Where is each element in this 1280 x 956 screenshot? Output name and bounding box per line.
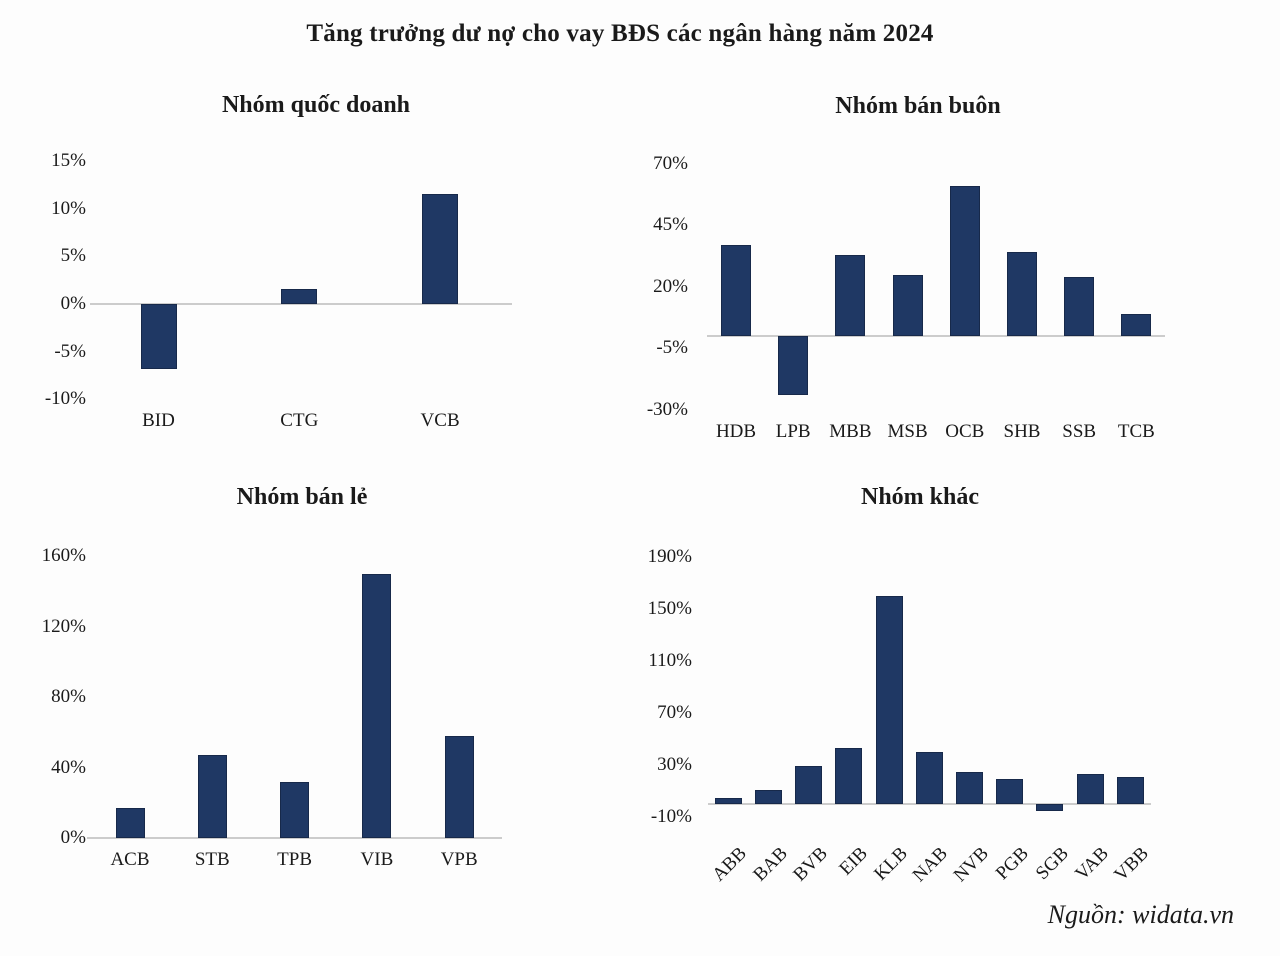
x-axis-line-ban-buon bbox=[707, 335, 1165, 337]
page-title: Tăng trưởng dư nợ cho vay BĐS các ngân h… bbox=[306, 20, 934, 47]
bar-VIB bbox=[362, 574, 392, 838]
bar-KLB bbox=[875, 596, 903, 804]
y-tick-label-khac-110%: 110% bbox=[648, 650, 692, 671]
x-category-label-LPB: LPB bbox=[775, 421, 811, 442]
x-category-label-CTG: CTG bbox=[280, 410, 319, 431]
y-tick-label-ban-le-160%: 160% bbox=[41, 545, 86, 567]
y-tick-label-quoc-doanh-5%: 5% bbox=[60, 245, 86, 267]
x-category-label-VCB: VCB bbox=[420, 410, 460, 431]
bar-VPB bbox=[444, 735, 474, 838]
x-category-label-TPB: TPB bbox=[277, 849, 313, 870]
x-category-label-OCB: OCB bbox=[945, 421, 985, 442]
bar-SSB bbox=[1064, 276, 1095, 336]
bar-VBB bbox=[1116, 776, 1144, 804]
x-axis-line-quoc-doanh bbox=[90, 303, 512, 305]
bar-BID bbox=[140, 304, 177, 369]
y-tick-label-ban-buon--30%: -30% bbox=[646, 398, 688, 420]
bar-VCB bbox=[422, 194, 459, 304]
y-tick-label-khac--10%: -10% bbox=[650, 806, 692, 827]
bar-VAB bbox=[1076, 774, 1104, 804]
x-category-label-BID: BID bbox=[142, 410, 175, 431]
bar-NVB bbox=[956, 771, 983, 804]
chart-title-quoc-doanh: Nhóm quốc doanh bbox=[221, 92, 411, 118]
bar-TCB bbox=[1121, 313, 1152, 336]
bar-BAB bbox=[755, 789, 782, 804]
x-category-label-MBB: MBB bbox=[829, 421, 872, 442]
y-tick-label-khac-70%: 70% bbox=[657, 702, 692, 723]
y-tick-label-ban-le-0%: 0% bbox=[60, 827, 86, 848]
y-tick-label-ban-le-40%: 40% bbox=[51, 756, 86, 778]
x-category-label-HDB: HDB bbox=[715, 421, 757, 442]
bar-SHB bbox=[1007, 252, 1037, 336]
x-category-label-VIB: VIB bbox=[360, 849, 394, 870]
chart-title-ban-buon: Nhóm bán buôn bbox=[835, 93, 1001, 119]
bar-PGB bbox=[996, 779, 1024, 804]
y-tick-label-quoc-doanh-0%: 0% bbox=[60, 293, 86, 314]
bar-MBB bbox=[835, 254, 866, 336]
y-tick-label-quoc-doanh--5%: -5% bbox=[54, 340, 86, 362]
bar-TPB bbox=[280, 781, 310, 838]
y-tick-label-ban-buon-45%: 45% bbox=[653, 214, 688, 236]
x-category-label-MSB: MSB bbox=[887, 421, 928, 442]
y-tick-label-ban-buon--5%: -5% bbox=[656, 337, 688, 359]
x-category-label-SSB: SSB bbox=[1062, 421, 1097, 442]
y-tick-label-quoc-doanh--10%: -10% bbox=[44, 388, 86, 410]
y-tick-label-khac-190%: 190% bbox=[647, 546, 692, 567]
bar-CTG bbox=[281, 288, 318, 304]
bar-STB bbox=[197, 755, 227, 838]
bar-OCB bbox=[949, 185, 980, 336]
y-tick-label-khac-30%: 30% bbox=[657, 754, 692, 775]
bar-ABB bbox=[714, 797, 742, 804]
bar-ACB bbox=[115, 808, 145, 838]
bar-NAB bbox=[915, 752, 943, 804]
chart-title-ban-le: Nhóm bán lẻ bbox=[236, 484, 368, 510]
x-category-label-SHB: SHB bbox=[1003, 421, 1041, 442]
x-axis-line-khac bbox=[708, 803, 1151, 805]
chart-title-khac: Nhóm khác bbox=[860, 484, 980, 510]
bar-MSB bbox=[892, 274, 923, 336]
source-credit: Nguồn: widata.vn bbox=[1047, 900, 1234, 929]
y-tick-label-ban-buon-70%: 70% bbox=[653, 152, 688, 174]
y-tick-label-ban-buon-20%: 20% bbox=[653, 275, 688, 297]
x-category-label-ACB: ACB bbox=[110, 849, 150, 870]
bar-EIB bbox=[835, 748, 863, 804]
bar-BVB bbox=[795, 766, 823, 804]
y-tick-label-ban-le-120%: 120% bbox=[41, 615, 86, 637]
x-axis-line-ban-le bbox=[87, 837, 502, 839]
y-tick-label-quoc-doanh-15%: 15% bbox=[51, 150, 86, 172]
bar-SGB bbox=[1036, 804, 1064, 811]
y-tick-label-quoc-doanh-10%: 10% bbox=[51, 197, 86, 219]
y-tick-label-khac-150%: 150% bbox=[647, 598, 692, 619]
bar-HDB bbox=[721, 244, 751, 336]
x-category-label-VPB: VPB bbox=[440, 849, 478, 870]
x-category-label-TCB: TCB bbox=[1117, 421, 1155, 442]
x-category-label-STB: STB bbox=[194, 849, 230, 870]
y-tick-label-ban-le-80%: 80% bbox=[51, 686, 86, 708]
bar-LPB bbox=[778, 336, 809, 396]
